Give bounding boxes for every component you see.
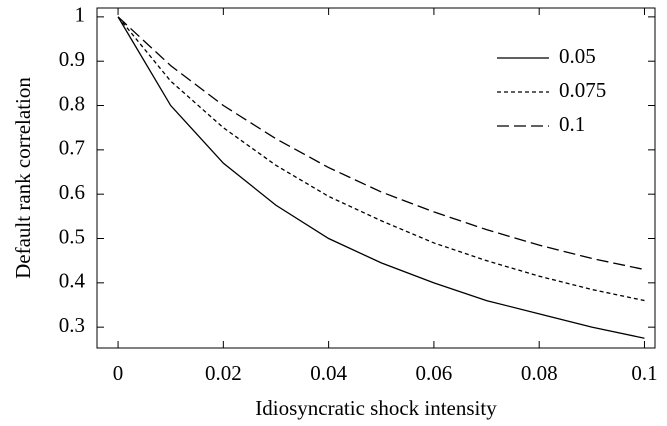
y-tick-label: 0.9 [59,47,85,71]
y-axis-label: Default rank correlation [11,77,35,279]
y-tick-label: 0.7 [59,136,85,160]
legend-label: 0.075 [559,78,606,102]
y-tick-label: 1 [75,3,86,27]
y-tick-label: 0.6 [59,180,85,204]
y-tick-label: 0.4 [59,269,86,293]
series-line [117,16,645,339]
x-tick-label: 0 [113,361,124,385]
x-axis-label: Idiosyncratic shock intensity [255,396,497,420]
y-tick-label: 0.3 [59,313,85,337]
legend-label: 0.1 [559,112,585,136]
x-tick-label: 0.02 [205,361,242,385]
y-tick-label: 0.8 [59,91,85,115]
x-tick-label: 0.06 [416,361,453,385]
y-tick-label: 0.5 [59,224,85,248]
x-tick-label: 0.08 [521,361,558,385]
x-tick-label: 0.1 [631,361,657,385]
series-line [117,16,645,302]
x-tick-label: 0.04 [310,361,347,385]
series-line [117,16,645,271]
plot-frame [96,7,656,349]
legend-label: 0.05 [559,44,596,68]
